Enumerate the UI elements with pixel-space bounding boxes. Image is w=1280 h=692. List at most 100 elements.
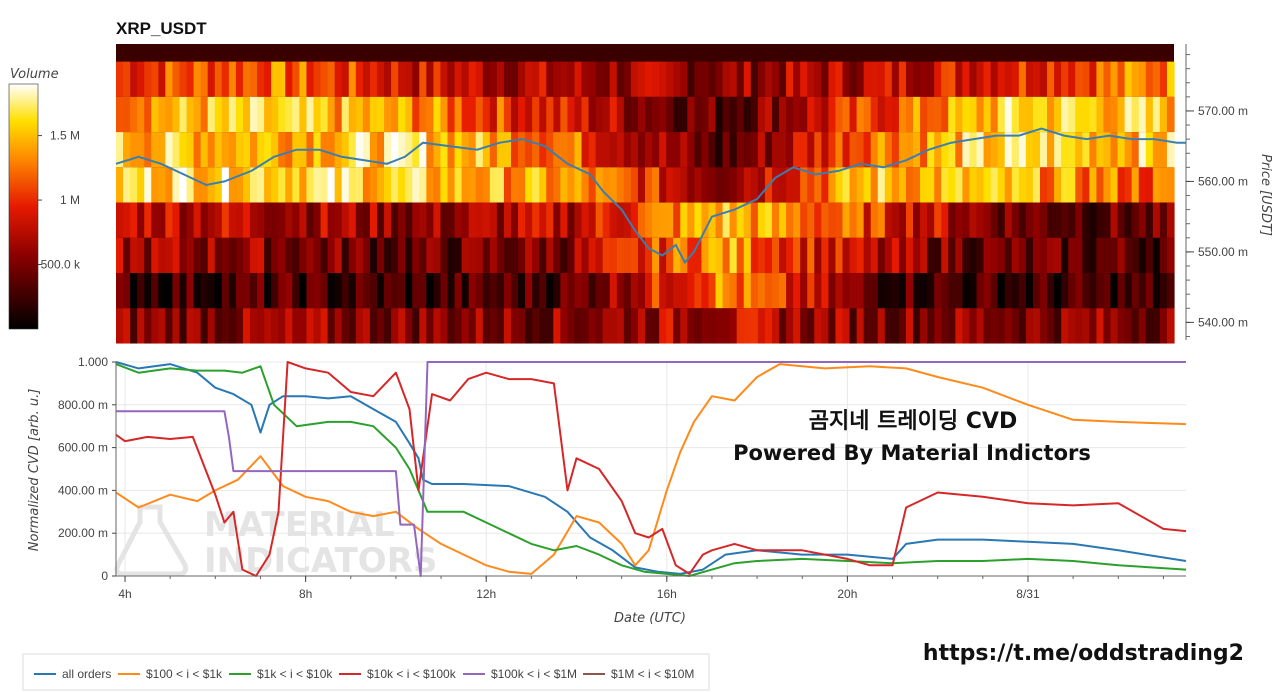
heatmap-cell xyxy=(172,308,181,344)
heatmap-cell xyxy=(496,308,505,344)
heatmap-cell xyxy=(271,202,279,238)
heatmap-cell xyxy=(292,96,300,133)
heatmap-cell xyxy=(722,167,731,203)
heatmap-cell xyxy=(447,132,456,168)
heatmap-cell xyxy=(278,237,286,274)
heatmap-cell xyxy=(214,167,223,203)
heatmap-cell xyxy=(525,132,533,168)
heatmap-cell xyxy=(870,61,879,97)
legend-label[interactable]: $1M < i < $10M xyxy=(611,667,694,681)
heatmap-cell xyxy=(193,61,202,97)
heatmap-cell xyxy=(546,308,554,344)
heatmap-cell xyxy=(736,61,745,97)
heatmap-cell xyxy=(454,273,463,309)
heatmap-cell xyxy=(602,308,611,344)
heatmap-cell xyxy=(645,96,653,133)
legend-label[interactable]: $100k < i < $1M xyxy=(491,667,577,681)
heatmap-cell xyxy=(567,237,576,274)
heatmap-cell xyxy=(165,273,174,309)
heatmap-cell xyxy=(708,132,717,168)
heatmap-cell xyxy=(1166,308,1175,344)
heatmap-cell xyxy=(976,237,985,274)
heatmap-cell xyxy=(419,308,427,344)
heatmap-cell xyxy=(278,202,286,238)
heatmap-cell xyxy=(927,167,935,203)
heatmap-cell xyxy=(412,96,420,133)
heatmap-cell xyxy=(764,237,773,274)
heatmap-cell xyxy=(842,273,851,309)
heatmap-cell xyxy=(278,96,286,133)
heatmap-cell xyxy=(1018,308,1027,344)
heatmap-cell xyxy=(976,167,985,203)
heatmap-cell xyxy=(355,308,364,344)
heatmap-cell xyxy=(172,167,181,203)
legend-label[interactable]: $10k < i < $100k xyxy=(367,667,457,681)
heatmap-cell xyxy=(553,273,561,309)
heatmap-cell xyxy=(510,308,519,344)
heatmap-cell xyxy=(391,61,399,97)
heatmap-cell xyxy=(1096,132,1105,168)
heatmap-cell xyxy=(595,308,604,344)
heatmap-cell xyxy=(863,167,872,203)
legend-label[interactable]: $1k < i < $10k xyxy=(257,667,333,681)
heatmap-cell xyxy=(948,308,956,344)
overlay-title: 곰지네 트레이딩 CVD xyxy=(809,409,1017,434)
heatmap-cell xyxy=(715,96,724,133)
heatmap-cell xyxy=(1124,273,1133,309)
heatmap-cell xyxy=(447,61,456,97)
heatmap-cell xyxy=(793,202,801,238)
heatmap-cell xyxy=(419,237,427,274)
heatmap-cell xyxy=(955,132,963,168)
heatmap-cell xyxy=(877,167,886,203)
heatmap-cell xyxy=(849,132,858,168)
heatmap-cell xyxy=(257,202,265,238)
heatmap-cell xyxy=(200,96,209,133)
heatmap-cell xyxy=(207,61,216,97)
legend: all orders $100 < i < $1k $1k < i < $10k $1… xyxy=(22,653,710,691)
telegram-url[interactable]: https://t.me/oddstrading2 xyxy=(923,641,1244,666)
heatmap-cell xyxy=(1110,202,1119,238)
heatmap-cell xyxy=(934,308,942,344)
heatmap-cell xyxy=(687,273,695,309)
heatmap-cell xyxy=(503,308,512,344)
heatmap-cell xyxy=(1159,273,1168,309)
heatmap-cell xyxy=(828,202,837,238)
heatmap-cell xyxy=(623,61,632,97)
heatmap-cell xyxy=(348,132,357,168)
heatmap-cell xyxy=(616,273,625,309)
heatmap-cell xyxy=(1075,237,1083,274)
heatmap-cell xyxy=(391,202,399,238)
heatmap-cell xyxy=(207,202,216,238)
heatmap-cell xyxy=(468,273,477,309)
heatmap-cell xyxy=(574,61,583,97)
heatmap-cell xyxy=(771,167,780,203)
heatmap-cell xyxy=(666,308,674,344)
heatmap-cell xyxy=(539,167,547,203)
heatmap-cell xyxy=(299,61,308,97)
heatmap-cell xyxy=(736,273,745,309)
heatmap-cell xyxy=(990,202,999,238)
heatmap-cell xyxy=(214,202,223,238)
heatmap-cell xyxy=(489,61,498,97)
heatmap-cell xyxy=(278,167,286,203)
heatmap-cell xyxy=(891,202,900,238)
heatmap-cell xyxy=(969,96,978,133)
heatmap-cell xyxy=(913,273,921,309)
heatmap-cell xyxy=(884,202,893,238)
heatmap-cell xyxy=(228,132,237,168)
heatmap-cell xyxy=(1152,202,1161,238)
heatmap-cell xyxy=(1068,273,1076,309)
heatmap-cell xyxy=(1082,237,1090,274)
heatmap-cell xyxy=(969,167,978,203)
heatmap-cell xyxy=(285,96,293,133)
heatmap-cell xyxy=(602,61,611,97)
legend-label[interactable]: $100 < i < $1k xyxy=(146,667,223,681)
heatmap-cell xyxy=(1047,132,1055,168)
legend-label[interactable]: all orders xyxy=(62,667,111,681)
heatmap-cell xyxy=(130,202,138,238)
y-tick-label: 400.00 m xyxy=(58,483,108,497)
heatmap-cell xyxy=(694,167,703,203)
heatmap-cell xyxy=(447,202,456,238)
heatmap-cell xyxy=(306,237,315,274)
heatmap-cell xyxy=(581,273,590,309)
